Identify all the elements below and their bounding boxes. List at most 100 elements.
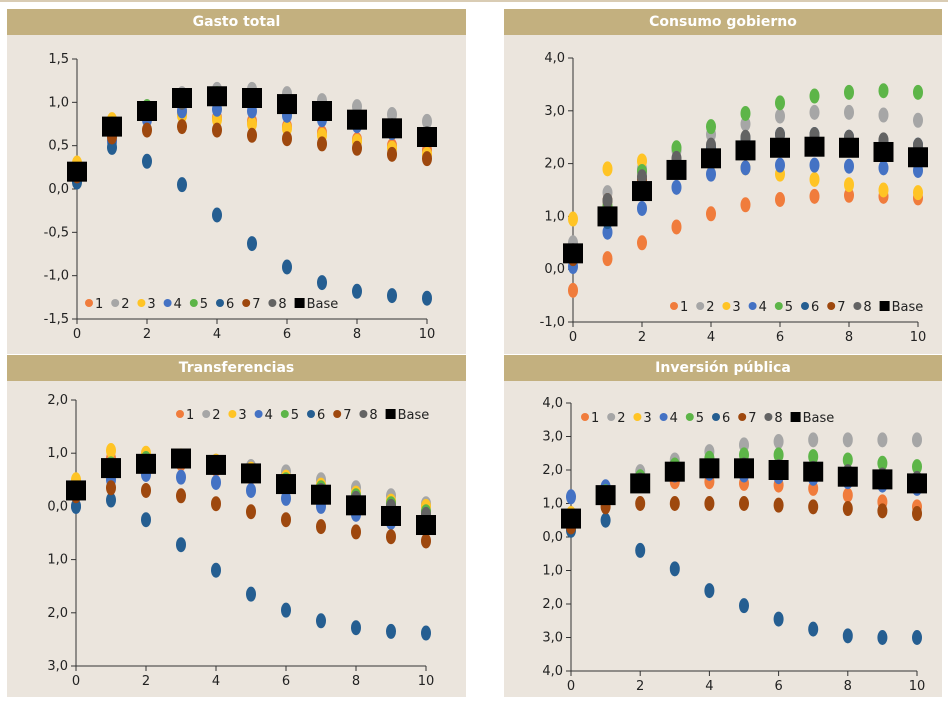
point-series-base (664, 461, 685, 482)
y-tick-label: 1,0 (544, 209, 565, 224)
point-series-base (804, 136, 825, 157)
point-series-7 (808, 499, 819, 515)
point-series-4 (176, 469, 186, 485)
point-series-base (734, 458, 754, 479)
point-series-7 (704, 496, 715, 511)
legend-marker (581, 413, 589, 421)
point-series-7 (386, 529, 396, 545)
point-series-1 (809, 188, 820, 204)
point-series-base (311, 484, 331, 505)
legend-label: 5 (291, 408, 299, 423)
legend-label: 5 (696, 411, 704, 426)
legend-marker (790, 412, 801, 422)
point-series-base (735, 140, 756, 161)
point-series-5 (877, 455, 888, 471)
point-series-base (382, 118, 402, 139)
point-series-6 (669, 561, 680, 577)
y-tick-label: 0,5 (48, 139, 69, 154)
point-series-3 (602, 161, 613, 177)
legend-marker (827, 302, 836, 310)
point-series-base (803, 461, 824, 482)
point-series-5 (809, 88, 820, 104)
legend-marker (738, 413, 747, 421)
legend-label: 8 (774, 411, 782, 426)
point-series-6 (211, 562, 221, 578)
point-series-base (632, 181, 652, 202)
point-series-6 (106, 492, 116, 508)
legend-label: Base (307, 297, 339, 312)
point-series-1 (706, 206, 716, 222)
y-tick-label: 4,0 (542, 396, 563, 411)
point-series-2 (844, 104, 854, 120)
y-tick-label: 1,0 (542, 497, 563, 512)
point-series-base (137, 101, 157, 121)
legend-label: 3 (643, 411, 651, 426)
legend-label: 4 (265, 408, 273, 423)
legend-label: 6 (226, 297, 234, 312)
point-series-base (701, 148, 721, 169)
legend-marker (607, 413, 616, 421)
x-tick-label: 6 (774, 679, 782, 694)
point-series-6 (246, 586, 256, 602)
point-series-base (837, 466, 858, 487)
point-series-5 (844, 84, 854, 100)
chart-plot-inversion-publica: 4,03,02,01,00,01,02,03,04,00 2 4 6 8 101 2 3 4 5 6… (542, 396, 927, 694)
legend-label: 3 (147, 297, 155, 312)
legend-marker (722, 302, 731, 310)
point-series-base (67, 161, 87, 182)
x-tick-label: 2 (636, 679, 644, 694)
point-series-4 (878, 160, 889, 176)
legend-marker (696, 302, 705, 310)
point-series-7 (669, 496, 680, 511)
point-series-7 (282, 131, 292, 147)
point-series-7 (635, 496, 646, 511)
point-series-6 (142, 153, 152, 169)
point-series-7 (211, 496, 221, 512)
x-tick-label: 0 (72, 674, 80, 689)
chart-plot-transferencias: 2,01,00,01,02,03,00 2 4 6 8 101 2 3 4 5 6 7 8 Base (47, 393, 436, 689)
point-series-6 (704, 583, 715, 599)
point-series-1 (602, 251, 613, 267)
point-series-6 (351, 620, 361, 636)
legend-label: 7 (748, 411, 756, 426)
point-series-7 (773, 497, 784, 513)
x-tick-label: 4 (707, 330, 715, 345)
y-tick-label: 1,0 (48, 95, 69, 110)
point-series-6 (600, 512, 611, 528)
y-tick-label: 0,0 (47, 499, 68, 514)
point-series-5 (808, 449, 819, 465)
point-series-2 (422, 113, 432, 129)
point-series-base (207, 86, 227, 107)
legend-marker (268, 299, 277, 307)
legend-marker (163, 299, 172, 307)
y-tick-label: 3,0 (544, 104, 565, 119)
point-series-base (417, 127, 437, 147)
point-series-5 (878, 83, 889, 99)
point-series-7 (877, 503, 888, 519)
point-series-4 (211, 474, 221, 490)
point-series-base (561, 508, 581, 529)
point-series-6 (877, 630, 888, 645)
point-series-7 (247, 127, 257, 143)
point-series-3 (878, 182, 889, 198)
legend-marker (659, 413, 668, 421)
point-series-base (873, 141, 894, 162)
point-series-base (276, 474, 296, 495)
x-tick-label: 4 (705, 679, 713, 694)
legend-label: 3 (732, 300, 740, 315)
legend-marker (216, 299, 224, 307)
point-series-3 (913, 185, 923, 201)
point-series-6 (177, 177, 187, 193)
legend-marker (228, 410, 237, 418)
point-series-4 (246, 482, 256, 498)
legend-label: 1 (680, 300, 688, 315)
legend-label: 6 (811, 300, 819, 315)
point-series-4 (740, 160, 751, 176)
legend-label: 1 (186, 408, 194, 423)
legend-label: 8 (278, 297, 286, 312)
y-tick-label: -1,0 (44, 269, 69, 284)
y-tick-label: 4,0 (544, 51, 565, 66)
point-series-7 (351, 524, 361, 540)
point-series-6 (176, 537, 186, 553)
y-tick-label: 3,0 (47, 659, 68, 674)
